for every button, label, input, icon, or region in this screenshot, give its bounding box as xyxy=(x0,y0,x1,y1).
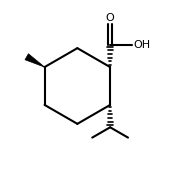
Text: O: O xyxy=(106,13,114,23)
Polygon shape xyxy=(25,54,44,67)
Text: OH: OH xyxy=(133,40,150,50)
